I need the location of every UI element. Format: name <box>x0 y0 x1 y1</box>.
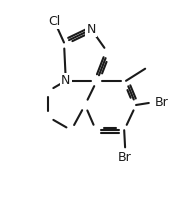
Text: N: N <box>87 23 96 36</box>
Text: Br: Br <box>155 96 169 109</box>
Text: Br: Br <box>118 151 132 164</box>
Text: Cl: Cl <box>48 15 60 28</box>
Text: N: N <box>61 74 70 87</box>
